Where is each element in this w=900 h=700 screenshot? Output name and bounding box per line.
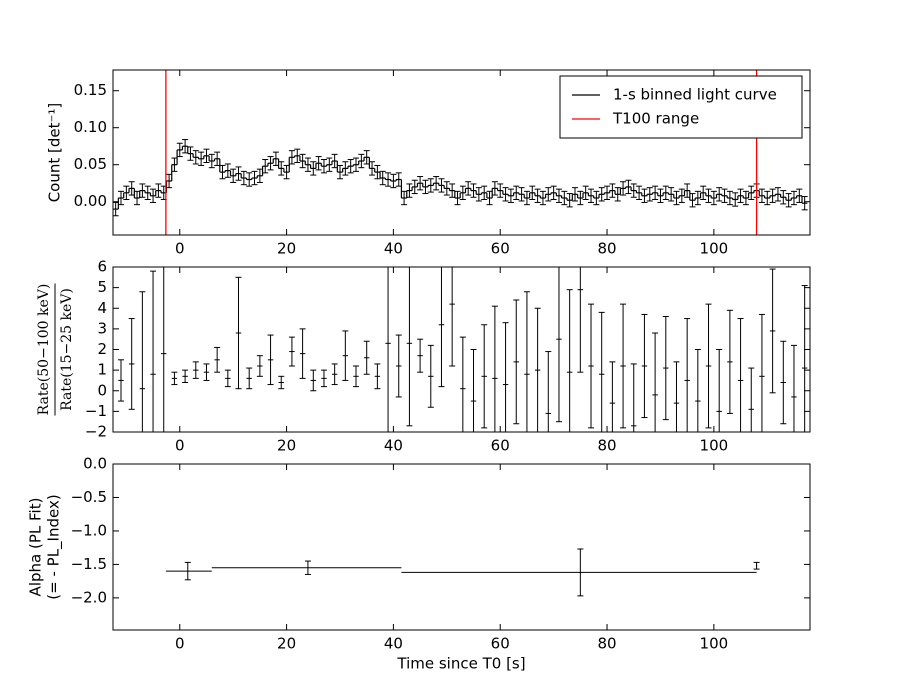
axes-frame: [112, 69, 811, 236]
x-tick-label: 20: [277, 635, 296, 653]
y-tick-label: 2: [97, 340, 107, 358]
x-tick-label: 80: [597, 437, 616, 455]
legend-label: 1-s binned light curve: [613, 86, 777, 104]
y-axis-label: Rate(50−100 keV) Rate(15−25 keV): [36, 283, 75, 416]
y-tick-label: 1: [97, 361, 107, 379]
axes-frame: [112, 266, 811, 433]
panel: 0 20 40 60 80 100 0.00 0.05 0.10 0.15 Count [det⁻¹…: [46, 69, 811, 258]
legend-box: [559, 75, 803, 139]
y-tick-label: −1.0: [71, 521, 107, 539]
y-tick-label: 0.10: [74, 118, 107, 136]
x-tick-label: 80: [597, 635, 616, 653]
y-tick-label: 0: [97, 381, 107, 399]
y-tick-label: −2.0: [71, 588, 107, 606]
plot-area: [118, 267, 808, 432]
y-tick-label: 0.0: [83, 455, 107, 473]
x-tick-label: 0: [175, 437, 185, 455]
y-tick-label: −0.5: [71, 488, 107, 506]
x-tick-label: 40: [384, 240, 403, 258]
y-tick-label: −1.5: [71, 555, 107, 573]
x-axis-label: Time since T0 [s]: [396, 655, 525, 673]
y-axis-label: (= - PL_Index): [45, 494, 64, 599]
x-tick-label: 100: [700, 635, 729, 653]
x-tick-label: 60: [491, 437, 510, 455]
panel: 0 20 40 60 80 100 −2.0 −1.5 −1.0 −0.5 0.0 Alpha (PL…: [27, 455, 811, 673]
x-tick-label: 100: [700, 240, 729, 258]
y-tick-label: 0.15: [74, 81, 107, 99]
plot-area: [113, 70, 808, 235]
y-tick-label: 0.05: [74, 155, 107, 173]
plot-area: [165, 548, 760, 597]
y-tick-label: 5: [97, 278, 107, 296]
axes-frame: [112, 463, 811, 631]
x-tick-label: 40: [384, 437, 403, 455]
x-tick-label: 40: [384, 635, 403, 653]
y-tick-label: 3: [97, 319, 107, 337]
x-tick-label: 60: [491, 240, 510, 258]
y-label-numerator: Rate(50−100 keV): [36, 284, 52, 416]
x-tick-label: 100: [700, 437, 729, 455]
y-tick-label: −2: [85, 423, 107, 441]
y-axis-label: Alpha (PL Fit): [27, 498, 45, 597]
y-tick-label: 0.00: [74, 192, 107, 210]
x-tick-label: 0: [175, 635, 185, 653]
legend-label: T100 range: [612, 110, 699, 128]
y-axis-label: Count [det⁻¹]: [46, 103, 64, 203]
x-tick-label: 20: [277, 437, 296, 455]
x-tick-label: 20: [277, 240, 296, 258]
y-tick-label: 4: [97, 299, 107, 317]
x-tick-label: 0: [175, 240, 185, 258]
x-tick-label: 60: [491, 635, 510, 653]
y-tick-label: 6: [97, 258, 107, 276]
legend: 1-s binned light curve T100 range: [559, 75, 803, 139]
y-label-denominator: Rate(15−25 keV): [59, 288, 75, 411]
y-tick-label: −1: [85, 402, 107, 420]
x-tick-label: 80: [597, 240, 616, 258]
